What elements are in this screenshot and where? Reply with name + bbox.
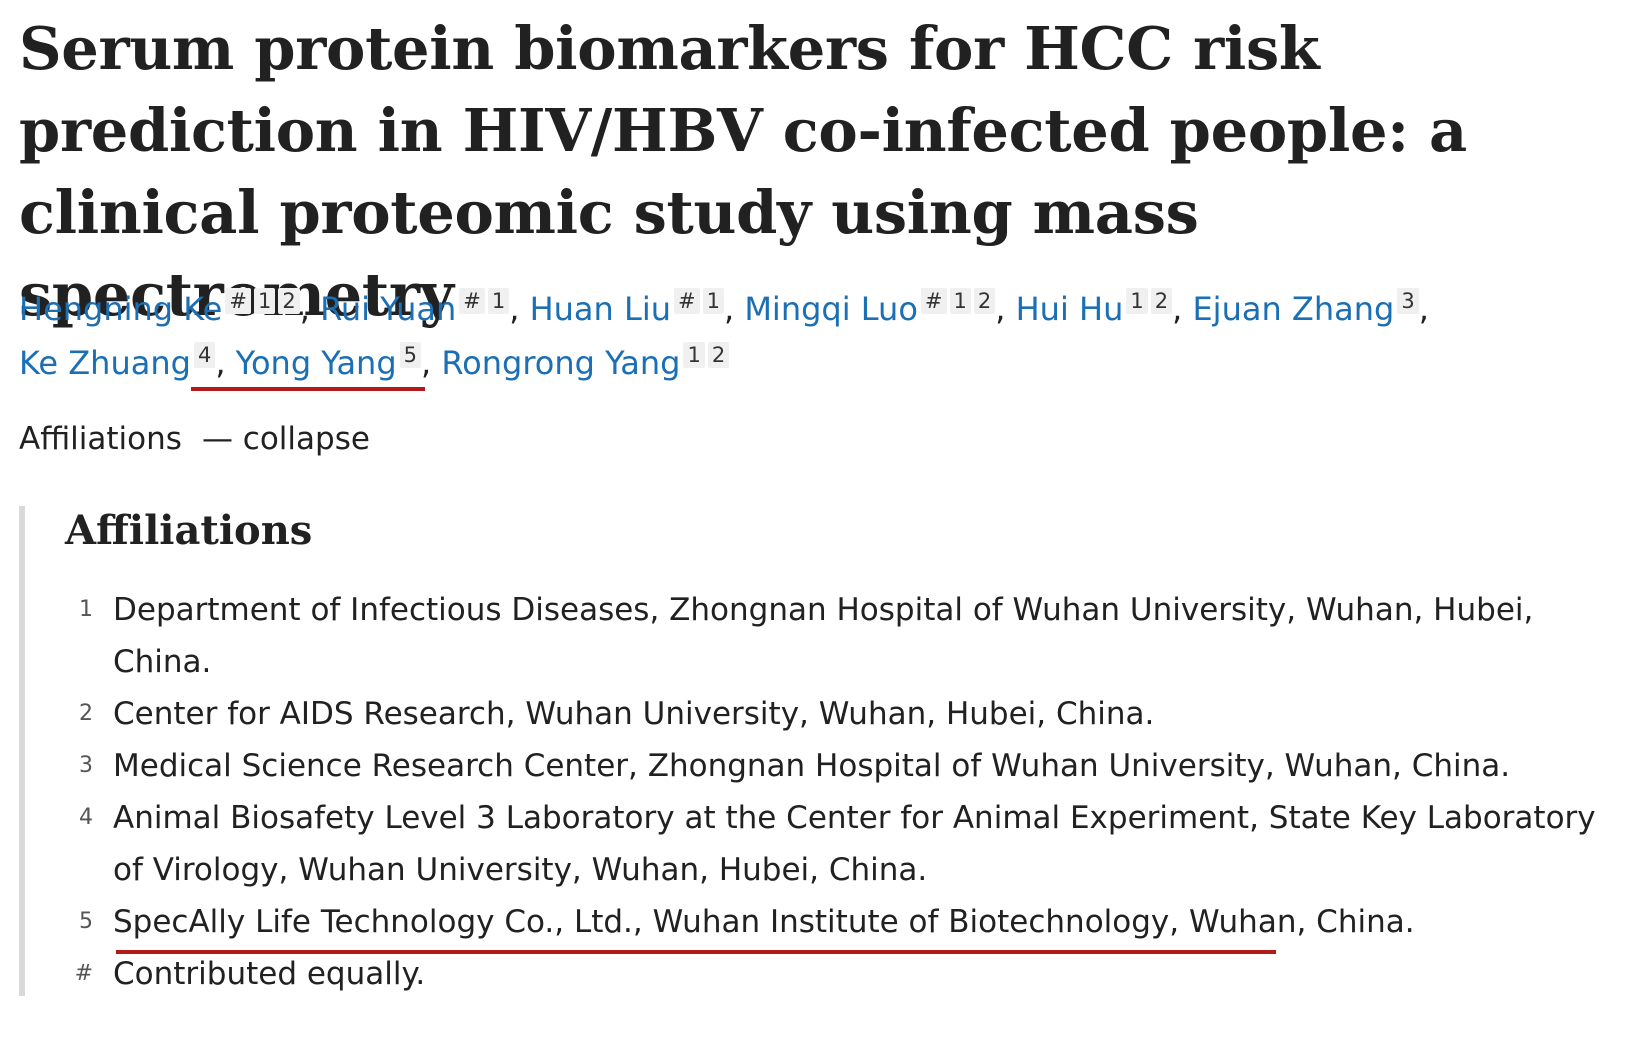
affiliation-item: 1 Department of Infectious Diseases, Zho… [25,584,1605,688]
author-link[interactable]: Rui Yuan [320,290,457,328]
affiliation-tag[interactable]: 2 [1150,288,1173,314]
affiliation-tag[interactable]: 1 [702,288,724,314]
affiliation-tag[interactable]: 3 [1397,288,1419,314]
author-separator: , [723,290,735,328]
collapse-link[interactable]: — collapse [201,421,370,457]
affiliation-tag[interactable]: 1 [683,342,705,368]
author-link[interactable]: Hui Hu [1015,290,1124,328]
affiliation-5-highlight-underline [116,950,1276,954]
affiliation-tag[interactable]: 1 [487,288,510,314]
affiliation-tag[interactable]: 1 [949,288,971,314]
author-link[interactable]: Ejuan Zhang [1192,290,1395,328]
author-separator: , [995,290,1006,328]
article-title: Serum protein biomarkers for HCC risk pr… [19,14,1467,329]
affiliation-text: SpecAlly Life Technology Co., Ltd., Wuha… [113,904,1415,940]
author-entry: Rongrong Yang 1 2 [441,342,730,382]
author-link[interactable]: Mingqi Luo [744,290,918,328]
affiliation-text: Medical Science Research Center, Zhongna… [113,748,1511,784]
author-separator: , [215,344,226,382]
affiliation-number: 1 [79,597,93,622]
affiliation-item: 4 Animal Biosafety Level 3 Laboratory at… [25,792,1605,896]
affiliations-toggle-label: Affiliations [19,421,182,457]
affiliation-tag[interactable]: # [225,288,251,314]
affiliation-tag[interactable]: 2 [278,288,300,314]
affiliation-tag[interactable]: 2 [973,288,996,314]
author-link[interactable]: Ke Zhuang [19,344,191,382]
author-entry: Huan Liu #1, [529,288,735,328]
affiliations-panel: Affiliations 1 Department of Infectious … [19,506,1615,996]
affiliations-heading: Affiliations [65,507,313,554]
author-entry: Ejuan Zhang 3, [1192,288,1429,328]
author-link[interactable]: Huan Liu [529,290,671,328]
affiliation-number: # [74,961,93,986]
affiliation-tag[interactable]: 5 [399,342,422,368]
author-separator: , [509,290,520,328]
affiliation-item: 5 SpecAlly Life Technology Co., Ltd., Wu… [25,896,1605,948]
affiliation-tag[interactable]: 4 [193,342,216,368]
affiliation-number: 4 [79,805,93,830]
author-separator: , [421,344,432,382]
affiliation-number: 2 [79,701,93,726]
author-entry: Hengning Ke #1 2, [19,288,310,328]
yong-yang-highlight-underline [191,387,425,391]
affiliation-tag[interactable]: 1 [253,288,276,314]
affiliation-tag[interactable]: # [920,288,947,314]
author-link[interactable]: Yong Yang [235,344,397,382]
affiliation-tag[interactable]: 2 [707,342,730,368]
author-link[interactable]: Hengning Ke [19,290,223,328]
affiliation-text: Center for AIDS Research, Wuhan Universi… [113,696,1155,732]
author-separator: , [1172,290,1183,328]
affiliation-tag[interactable]: # [459,288,485,314]
author-separator: , [1418,290,1429,328]
author-list: Hengning Ke #1 2, Rui Yuan #1, Huan Liu #1, … [19,282,1609,390]
affiliation-text: Contributed equally. [113,956,426,992]
affiliation-tag[interactable]: 1 [1126,288,1148,314]
affiliation-number: 3 [79,753,93,778]
author-entry: Yong Yang 5, [235,342,432,382]
author-entry: Rui Yuan #1, [320,288,520,328]
affiliation-item: 2 Center for AIDS Research, Wuhan Univer… [25,688,1605,740]
affiliations-toggle[interactable]: Affiliations — collapse [19,418,370,460]
affiliation-item: # Contributed equally. [25,948,1605,1000]
affiliation-text: Animal Biosafety Level 3 Laboratory at t… [113,800,1596,888]
author-entry: Ke Zhuang 4, [19,342,226,382]
affiliation-item: 3 Medical Science Research Center, Zhong… [25,740,1605,792]
affiliation-tag[interactable]: # [673,288,700,314]
affiliations-list: 1 Department of Infectious Diseases, Zho… [25,584,1605,1000]
author-link[interactable]: Rongrong Yang [441,344,681,382]
affiliation-text: Department of Infectious Diseases, Zhong… [113,592,1534,680]
author-entry: Mingqi Luo #1 2, [744,288,1006,328]
author-entry: Hui Hu 1 2, [1015,288,1183,328]
author-separator: , [299,290,310,328]
affiliation-number: 5 [79,909,93,934]
